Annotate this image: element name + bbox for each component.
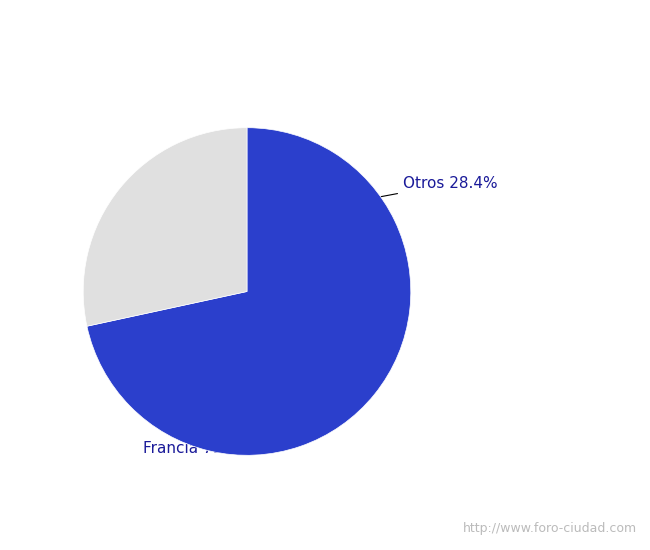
Text: http://www.foro-ciudad.com: http://www.foro-ciudad.com [463, 522, 637, 535]
Text: Loarre - Turistas extranjeros según país - Agosto de 2024: Loarre - Turistas extranjeros según país… [96, 13, 554, 29]
Wedge shape [87, 128, 411, 455]
Text: Otros 28.4%: Otros 28.4% [154, 176, 498, 239]
Text: Francia 71.6%: Francia 71.6% [143, 383, 340, 456]
Wedge shape [83, 128, 247, 326]
